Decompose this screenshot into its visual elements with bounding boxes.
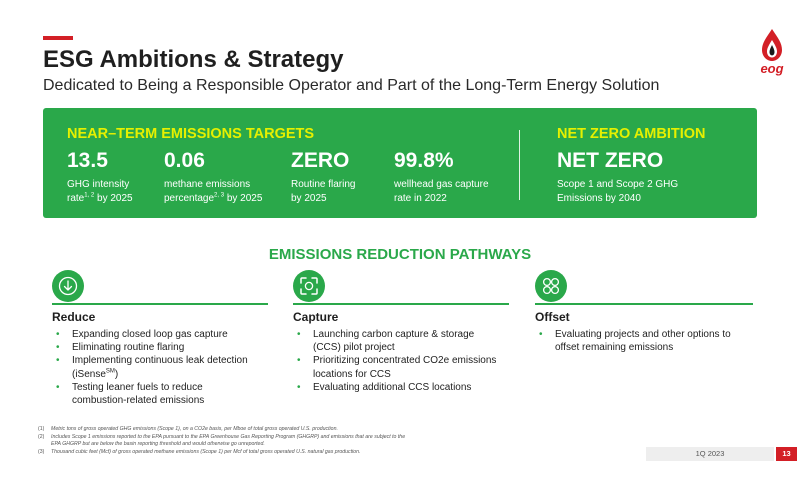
stat-desc: Routine flaring by 2025 <box>291 179 356 204</box>
stat-desc: wellhead gas capture rate in 2022 <box>394 179 489 204</box>
capture-list: Launching carbon capture & storage (CCS)… <box>295 328 517 394</box>
offset-title: Offset <box>535 310 570 324</box>
stat-ghg-intensity: 13.5 GHG intensity rate1, 2 by 2025 <box>67 148 133 206</box>
stat-value: 0.06 <box>164 149 205 172</box>
near-term-heading: NEAR–TERM EMISSIONS TARGETS <box>67 126 315 142</box>
eog-logo: eog <box>754 28 790 78</box>
list-item: Eliminating routine flaring <box>54 341 274 354</box>
capture-title: Capture <box>293 310 339 324</box>
page-title: ESG Ambitions & Strategy <box>43 46 344 73</box>
capture-rule <box>293 303 509 305</box>
stat-desc: GHG intensity rate1, 2 by 2025 <box>67 179 133 204</box>
stat-flaring: ZERO Routine flaring by 2025 <box>291 148 355 206</box>
stat-value: 99.8% <box>394 149 454 172</box>
reduce-title: Reduce <box>52 310 96 324</box>
footnotes: (1) Metric tons of gross operated GHG emi… <box>38 426 558 456</box>
logo-text: eog <box>760 61 784 76</box>
list-item: Expanding closed loop gas capture <box>54 328 274 341</box>
list-item: Prioritizing concentrated CO2e emissions… <box>295 354 517 380</box>
capture-frame-icon <box>293 270 325 302</box>
offset-list: Evaluating projects and other options to… <box>537 328 759 354</box>
footnote: (1) Metric tons of gross operated GHG emi… <box>38 426 338 432</box>
list-item: Testing leaner fuels to reduce combustio… <box>54 381 274 407</box>
footnote: EPA GHGRP but are below the basin report… <box>51 441 265 447</box>
pathways-title: EMISSIONS REDUCTION PATHWAYS <box>268 246 532 263</box>
footer-date: 1Q 2023 <box>646 447 774 461</box>
reduce-list: Expanding closed loop gas capture Elimin… <box>54 328 274 407</box>
stat-value: ZERO <box>291 149 350 172</box>
list-item: Implementing continuous leak detection (… <box>54 354 274 380</box>
stat-value: 13.5 <box>67 149 108 172</box>
stat-desc: methane emissions percentage2, 3 by 2025 <box>164 179 263 204</box>
net-zero-heading: NET ZERO AMBITION <box>557 126 706 142</box>
stat-value: NET ZERO <box>557 149 664 172</box>
stat-methane: 0.06 methane emissions percentage2, 3 by… <box>164 148 262 206</box>
page-subtitle: Dedicated to Being a Responsible Operato… <box>43 77 660 94</box>
reduce-rule <box>52 303 268 305</box>
page-number: 13 <box>776 447 797 461</box>
offset-rule <box>535 303 753 305</box>
list-item: Launching carbon capture & storage (CCS)… <box>295 328 517 354</box>
list-item: Evaluating additional CCS locations <box>295 381 517 394</box>
down-arrow-icon <box>52 270 84 302</box>
list-item: Evaluating projects and other options to… <box>537 328 759 354</box>
footnote: (2) Includes Scope 1 emissions reported t… <box>38 433 406 440</box>
stat-net-zero: NET ZERO Scope 1 and Scope 2 GHG Emissio… <box>557 148 678 206</box>
targets-banner: NEAR–TERM EMISSIONS TARGETS 13.5 GHG int… <box>43 108 757 218</box>
banner-divider <box>519 130 520 200</box>
stat-desc: Scope 1 and Scope 2 GHG Emissions by 204… <box>557 179 679 204</box>
flame-drop-logo-icon <box>762 29 782 61</box>
stat-gas-capture: 99.8% wellhead gas capture rate in 2022 <box>394 148 489 206</box>
offset-circles-icon <box>535 270 567 302</box>
footnote: (3) Thousand cubic feet (Mcf) of gross op… <box>38 448 361 455</box>
title-accent-bar <box>43 36 73 40</box>
